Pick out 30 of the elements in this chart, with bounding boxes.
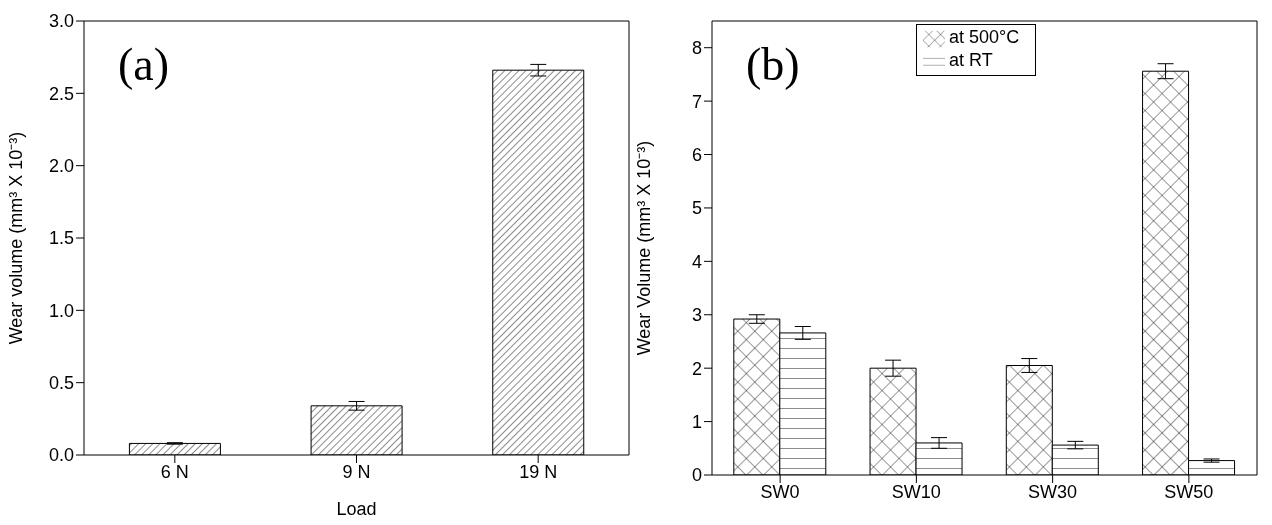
y-tick-label: 8 — [691, 38, 702, 59]
y-tick-label: 1.5 — [48, 228, 74, 249]
legend-label: at RT — [949, 49, 993, 70]
x-tick-label: SW0 — [760, 481, 800, 502]
x-tick-label: 6 N — [160, 461, 189, 482]
x-axis-title: Load — [336, 499, 377, 519]
y-tick-label: 1.0 — [48, 300, 74, 321]
y-tick-label: 4 — [691, 251, 702, 272]
x-tick-label: SW30 — [1028, 481, 1078, 502]
y-tick-label: 6 — [691, 144, 702, 165]
y-tick-label: 0.5 — [48, 373, 74, 394]
y-tick-label: 2.5 — [48, 83, 74, 104]
x-tick-label: 9 N — [342, 461, 371, 482]
x-tick-label: SW50 — [1164, 481, 1214, 502]
y-tick-label: 7 — [691, 91, 702, 112]
legend-label: at 500°C — [949, 27, 1020, 47]
y-axis-title: Wear volume (mm³ X 10⁻³) — [6, 131, 27, 345]
y-tick-label: 0.0 — [48, 445, 74, 466]
y-tick-label: 3.0 — [48, 11, 74, 32]
annotation: (b) — [746, 38, 800, 91]
annotation: (a) — [118, 38, 170, 91]
x-tick-label: SW10 — [891, 481, 941, 502]
y-axis-title: Wear Volume (mm³ X 10⁻³) — [634, 140, 655, 356]
y-tick-label: 2.0 — [48, 156, 74, 177]
y-tick-label: 3 — [691, 305, 702, 326]
y-tick-label: 2 — [691, 358, 702, 379]
y-tick-label: 1 — [691, 411, 702, 432]
x-tick-label: 19 N — [519, 461, 558, 482]
y-tick-label: 0 — [691, 465, 702, 486]
y-tick-label: 5 — [691, 198, 702, 219]
